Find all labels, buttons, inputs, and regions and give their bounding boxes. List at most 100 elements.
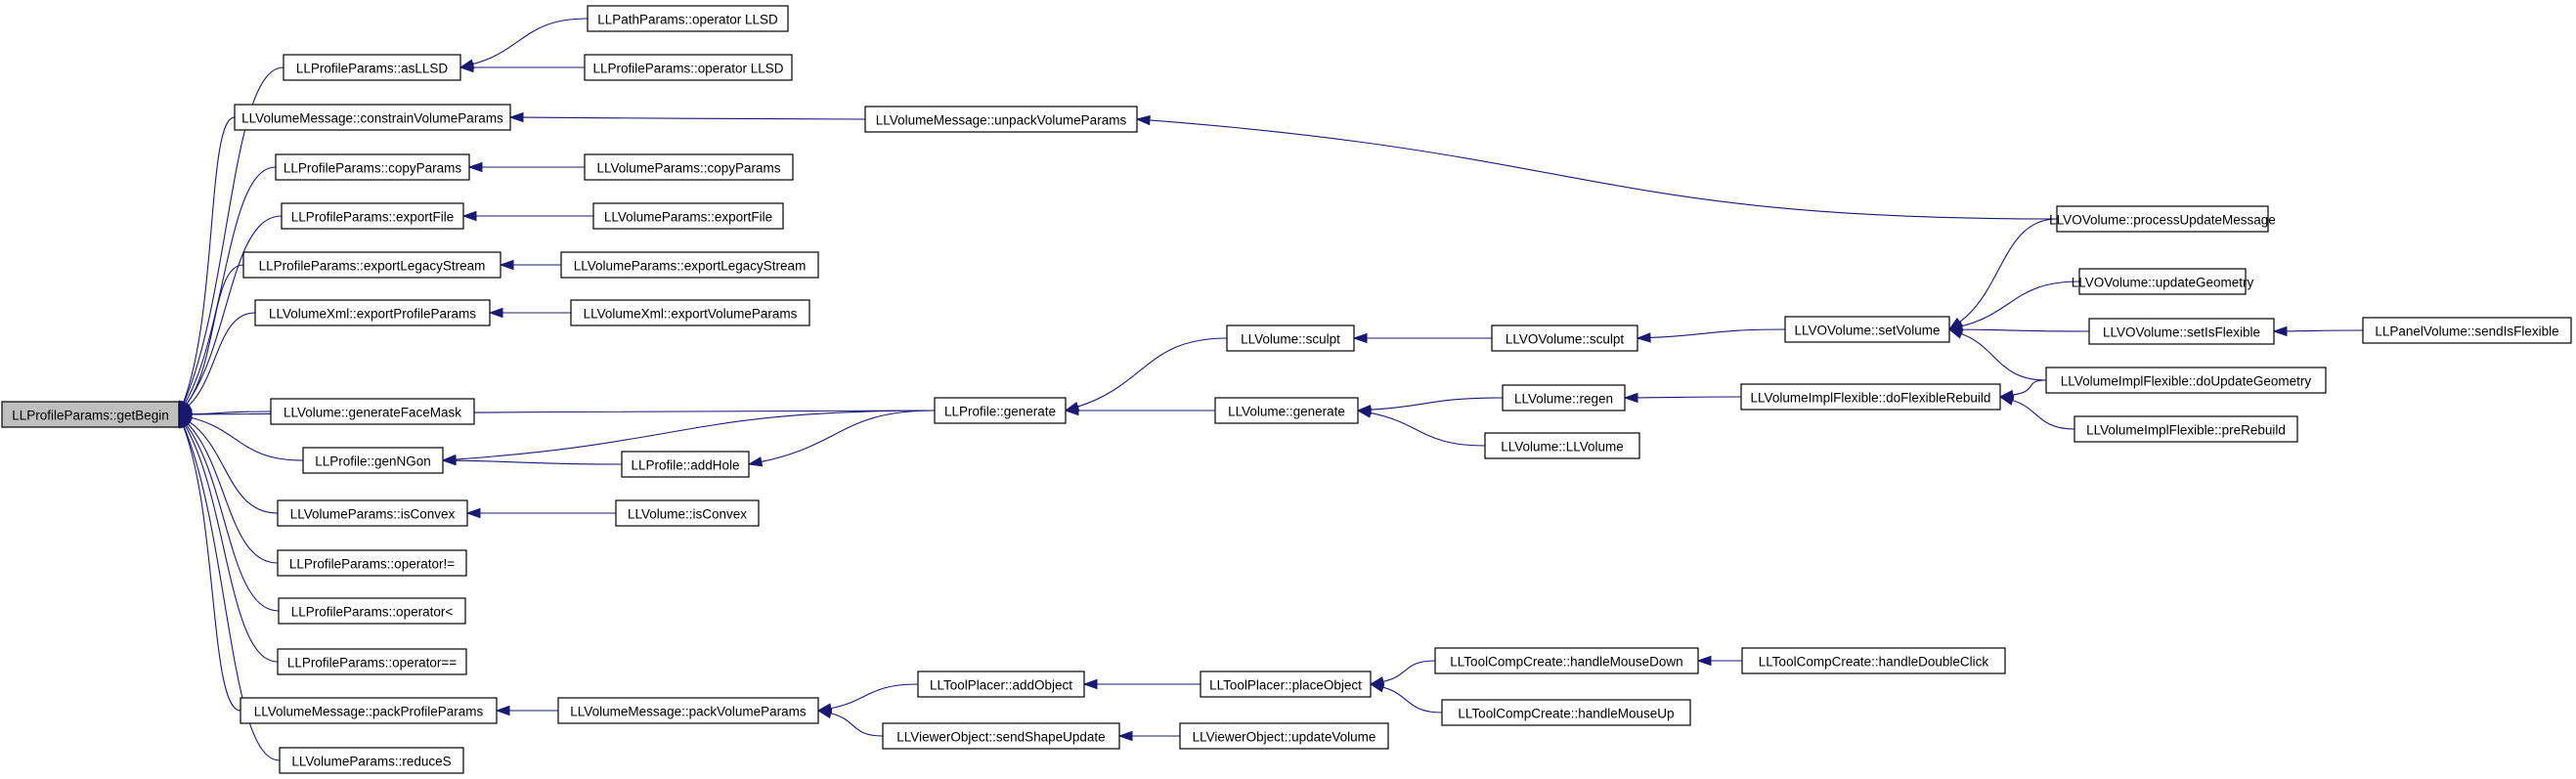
edge-tcc-mousedown-to-tp-placeobj [1382,660,1436,682]
edge-tp-addobj-to-vm-packvolume [830,683,919,710]
node-box [2362,317,2572,344]
edge-vif-doupd-to-vif-dorebuild [2012,379,2047,396]
node-vol-reduces[interactable]: LLVolumeParams::reduceS [279,747,464,774]
node-label: LLVolumeXml::exportVolumeParams [584,307,798,322]
node-vol-isconvex[interactable]: LLVolume::isConvex [615,499,760,527]
node-label: LLProfileParams::exportLegacyStream [259,259,486,274]
node-vp-legacy[interactable]: LLVolumeParams::exportLegacyStream [560,251,819,279]
node-prof-addhole[interactable]: LLProfile::addHole [621,451,750,478]
node-pp-legacy[interactable]: LLProfileParams::exportLegacyStream [242,251,502,279]
node-prof-genngon[interactable]: LLProfile::genNGon [302,447,444,474]
node-vp-isconvex[interactable]: LLVolumeParams::isConvex [277,499,468,527]
node-panel-sendflex[interactable]: LLPanelVolume::sendIsFlexible [2362,317,2572,344]
node-label: LLProfileParams::operator LLSD [592,62,783,76]
arrowhead-prof-generate [1064,405,1079,416]
edge-pp-legacy-to-getBegin [186,264,244,405]
arrowhead-tp-placeobj [1369,682,1385,693]
node-label: LLVOVolume::updateGeometry [2072,276,2254,290]
node-vif-dorebuild[interactable]: LLVolumeImplFlexible::doFlexibleRebuild [1740,383,2001,411]
node-label: LLVolume::sculpt [1241,332,1340,347]
node-tcc-mousedown[interactable]: LLToolCompCreate::handleMouseDown [1434,647,1699,674]
arrowhead-vif-dorebuild [1998,395,2015,406]
node-pp-oplt[interactable]: LLProfileParams::operator< [278,597,466,625]
node-box [882,722,1120,750]
arrowhead-pp-asLLSD [458,62,474,73]
node-box [584,54,793,81]
node-pp-export[interactable]: LLProfileParams::exportFile [281,202,464,230]
node-tcc-mouseup[interactable]: LLToolCompCreate::handleMouseUp [1441,699,1691,726]
arrowhead-vo-sculpt [1636,332,1651,343]
node-vwo-sendshape[interactable]: LLViewerObject::sendShapeUpdate [882,722,1120,750]
node-vx-profile[interactable]: LLVolumeXml::exportProfileParams [254,299,491,326]
node-vo-setflex[interactable]: LLVOVolume::setIsFlexible [2088,318,2275,345]
node-tcc-dblclick[interactable]: LLToolCompCreate::handleDoubleClick [1741,647,2006,674]
edge-pp-oplt-to-getBegin [186,424,280,612]
node-vol-ctor[interactable]: LLVolume::LLVolume [1484,432,1640,459]
edge-vm-unpack-to-vm-constrain [522,116,866,120]
node-path-opLLSD[interactable]: LLPathParams::operator LLSD [587,5,789,32]
node-vol-sculpt[interactable]: LLVolume::sculpt [1226,325,1355,352]
node-label: LLProfileParams::getBegin [12,409,169,423]
node-vwo-updvol[interactable]: LLViewerObject::updateVolume [1179,722,1389,750]
node-vm-packprofile[interactable]: LLVolumeMessage::packProfileParams [240,697,498,724]
node-box [242,251,502,279]
node-vm-unpack[interactable]: LLVolumeMessage::unpackVolumeParams [864,106,1138,133]
node-vx-volume[interactable]: LLVolumeXml::exportVolumeParams [570,299,810,326]
arrowhead-tp-addobj [1082,678,1098,690]
node-label: LLProfile::genNGon [315,454,431,469]
node-tp-placeobj[interactable]: LLToolPlacer::placeObject [1200,671,1372,698]
node-label: LLVOVolume::sculpt [1506,332,1625,347]
node-box [277,499,468,527]
arrowhead-tcc-mousedown [1696,655,1712,667]
arrowhead-vol-regen [1623,392,1638,404]
node-vm-constrain[interactable]: LLVolumeMessage::constrainVolumeParams [234,104,511,131]
node-pp-opLLSD[interactable]: LLProfileParams::operator LLSD [584,54,793,81]
node-label: LLVolumeParams::isConvex [290,507,456,522]
edge-prof-generate-to-prof-addhole [761,410,936,462]
node-vm-packvolume[interactable]: LLVolumeMessage::packVolumeParams [557,697,819,724]
node-box [2056,205,2269,233]
node-label: LLProfileParams::operator== [287,656,457,671]
node-label: LLVolume::regen [1514,392,1613,407]
node-tp-addobj[interactable]: LLToolPlacer::addObject [917,671,1085,698]
node-label: LLProfileParams::exportFile [291,210,455,225]
node-pp-asLLSD[interactable]: LLProfileParams::asLLSD [283,54,461,81]
node-box [621,451,750,478]
node-vif-doupd[interactable]: LLVolumeImplFlexible::doUpdateGeometry [2045,367,2327,394]
node-vo-setvolume[interactable]: LLVOVolume::setVolume [1784,316,1950,343]
arrowhead-vm-constrain [508,111,524,123]
edge-vif-dorebuild-to-vol-regen [1637,396,1742,399]
node-box [1214,397,1359,424]
node-pp-opeq[interactable]: LLProfileParams::operator== [277,648,467,675]
node-label: LLVOVolume::setVolume [1794,324,1940,338]
node-box [934,397,1067,424]
node-vo-process[interactable]: LLVOVolume::processUpdateMessage [2049,205,2276,233]
arrowhead-vm-unpack [1135,114,1151,126]
node-prof-generate[interactable]: LLProfile::generate [934,397,1067,424]
node-box [283,54,461,81]
node-vol-genface[interactable]: LLVolume::generateFaceMask [270,398,475,425]
node-box [615,499,760,527]
node-vo-sculpt[interactable]: LLVOVolume::sculpt [1491,325,1638,352]
node-label: LLVolumeMessage::constrainVolumeParams [241,111,503,126]
node-vp-export[interactable]: LLVolumeParams::exportFile [592,202,784,230]
node-vp-copy[interactable]: LLVolumeParams::copyParams [584,153,794,181]
node-vif-prerebuild[interactable]: LLVolumeImplFlexible::preRebuild [2074,415,2298,443]
node-pp-opneq[interactable]: LLProfileParams::operator!= [277,549,467,577]
arrowhead-vp-isconvex [465,507,481,519]
arrowhead-pp-copy [467,161,483,173]
node-label: LLVOVolume::setIsFlexible [2103,325,2260,340]
node-box [1,401,180,428]
node-vol-generate[interactable]: LLVolume::generate [1214,397,1359,424]
node-pp-copy[interactable]: LLProfileParams::copyParams [275,153,470,181]
node-box [570,299,810,326]
node-label: LLToolCompCreate::handleMouseDown [1450,655,1682,670]
node-box [275,153,470,181]
node-box [1502,384,1626,411]
node-vo-updgeom[interactable]: LLVOVolume::updateGeometry [2072,268,2254,295]
node-getBegin[interactable]: LLProfileParams::getBegin [1,401,180,428]
node-label: LLVolumeImplFlexible::preRebuild [2086,423,2286,438]
node-label: LLVolumeMessage::packProfileParams [254,705,484,719]
edge-vol-genface-to-getBegin [191,411,272,415]
node-vol-regen[interactable]: LLVolume::regen [1502,384,1626,411]
